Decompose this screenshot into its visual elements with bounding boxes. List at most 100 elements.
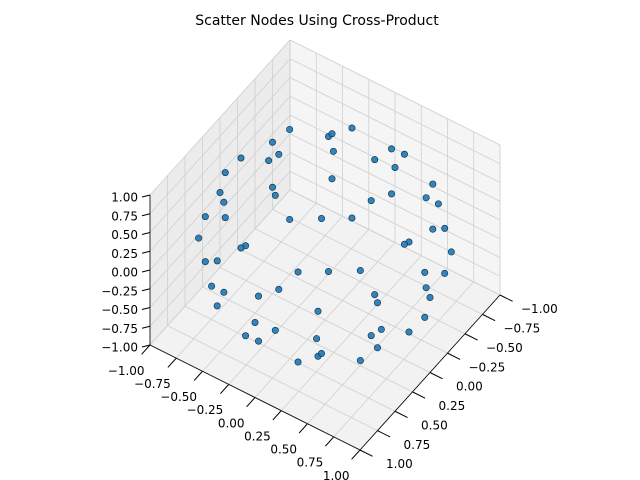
grid-line <box>149 77 291 233</box>
grid-line <box>149 58 291 215</box>
scatter-point <box>371 291 379 299</box>
grid-line <box>219 267 431 373</box>
scatter-point <box>313 335 321 343</box>
scatter-point <box>324 267 332 275</box>
scatter-point <box>275 150 283 158</box>
grid-line <box>289 58 501 165</box>
z-tick <box>141 307 151 310</box>
grid-line <box>184 305 396 412</box>
x-tick-label: 1.00 <box>323 469 350 480</box>
y-tick-label: −0.75 <box>504 322 541 336</box>
grid-line <box>202 286 413 393</box>
scatter-point <box>268 138 276 146</box>
y-tick-label: −0.50 <box>486 341 523 355</box>
scatter-point <box>421 313 429 321</box>
z-tick-label: −1.00 <box>101 341 138 355</box>
scatter-point <box>271 191 279 199</box>
y-tick <box>447 352 461 360</box>
scatter-point <box>294 358 302 366</box>
scatter-point <box>367 197 375 205</box>
scatter-point <box>265 157 273 165</box>
scatter-point <box>356 357 364 365</box>
scatter-point <box>429 180 437 188</box>
x-tick <box>324 436 335 447</box>
x-tick-label: −1.00 <box>108 364 145 378</box>
scatter-point <box>294 268 302 276</box>
scatter-point <box>221 169 229 177</box>
x-tick <box>246 397 256 408</box>
grid-line <box>289 170 501 277</box>
chart-title: Scatter Nodes Using Cross-Product <box>195 13 439 29</box>
scatter-point <box>275 285 283 293</box>
y-tick-label: −0.25 <box>469 360 506 374</box>
grid-line <box>167 325 378 431</box>
scatter-point <box>421 268 429 276</box>
scatter-point <box>195 234 203 242</box>
scatter-point <box>387 190 395 198</box>
z-tick <box>141 325 151 329</box>
scatter-point <box>221 214 229 222</box>
scatter-point <box>286 125 294 133</box>
x-tick-label: 0.75 <box>297 456 324 470</box>
x-tick <box>193 370 203 381</box>
scatter-point <box>373 299 381 307</box>
scatter-point <box>268 183 276 191</box>
scatter-point <box>208 282 216 290</box>
scatter-point <box>447 248 455 256</box>
scatter-point <box>271 326 279 334</box>
grid-line <box>289 95 501 202</box>
x-tick-label: 0.00 <box>218 416 245 430</box>
grid-line <box>149 189 291 346</box>
grid-line <box>254 228 466 335</box>
z-tick-label: 0.75 <box>111 209 138 223</box>
y-tick <box>377 430 391 438</box>
scatter-point <box>328 130 336 138</box>
scatter-point <box>201 258 209 266</box>
grid-line <box>289 39 501 146</box>
z-tick-label: 0.00 <box>111 266 138 280</box>
y-tick-label: 0.75 <box>404 438 431 452</box>
scatter-point <box>400 240 408 248</box>
scatter-point <box>255 337 263 345</box>
scatter-point <box>251 318 259 326</box>
y-tick <box>464 333 478 341</box>
x-tick <box>219 384 230 395</box>
x-tick-label: −0.75 <box>134 377 171 391</box>
x-axis-line <box>149 344 361 451</box>
scatter-point <box>329 147 337 155</box>
scatter-point <box>405 328 413 336</box>
scatter-point <box>220 288 228 296</box>
scatter-point <box>429 225 437 233</box>
scatter-point <box>434 200 442 208</box>
y-tick <box>394 410 408 418</box>
grid-line <box>289 152 501 258</box>
x-tick-label: −0.50 <box>160 390 197 404</box>
scatter-point <box>237 244 245 252</box>
scatter-point <box>242 332 250 340</box>
y-tick-label: −1.00 <box>521 302 558 316</box>
scatter-point <box>400 150 408 158</box>
z-tick-label: −0.75 <box>101 322 138 336</box>
y-tick <box>482 313 496 322</box>
grid-line <box>289 77 501 183</box>
y-tick-label: 0.25 <box>439 399 466 413</box>
z-tick-label: 0.25 <box>111 247 138 261</box>
z-tick-label: −0.25 <box>101 284 138 298</box>
scatter-point <box>328 175 336 183</box>
z-tick-label: 1.00 <box>111 191 138 205</box>
scatter-point <box>255 292 263 300</box>
y-axis-line <box>359 294 501 451</box>
grid-line <box>149 39 291 196</box>
scatter-point <box>213 302 221 310</box>
z-tick-label: 0.50 <box>111 228 138 242</box>
y-tick-label: 0.00 <box>456 380 483 394</box>
z-tick <box>141 232 151 235</box>
grid-line <box>289 133 501 240</box>
y-tick-label: 0.50 <box>421 418 448 432</box>
scatter-point <box>317 349 325 357</box>
scatter-point <box>367 332 375 340</box>
scatter-point <box>422 194 430 202</box>
grid-line <box>237 247 448 354</box>
x-tick <box>141 344 151 355</box>
scatter-point <box>213 257 221 265</box>
